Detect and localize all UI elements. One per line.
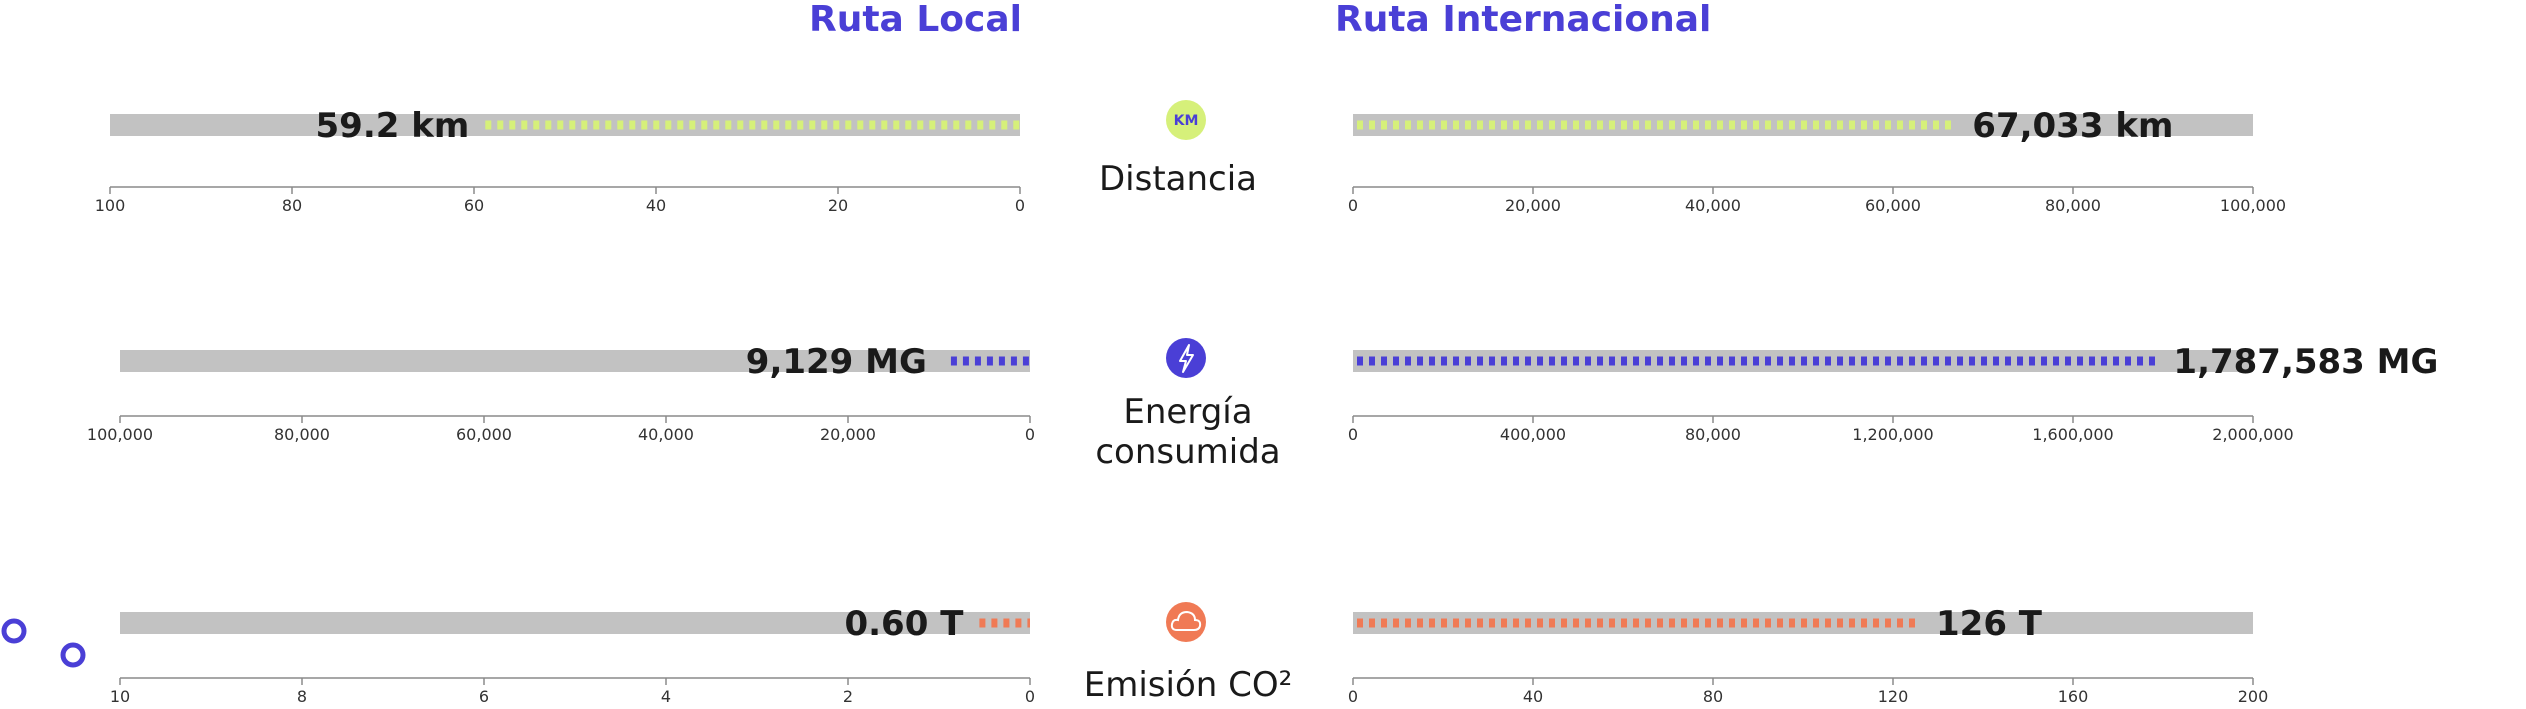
- metric-label-distance: Distancia: [1099, 159, 1257, 199]
- tick-label-co2-international: 120: [1878, 687, 1909, 706]
- panel-distance-local: 59.2 km 100 80 60 40 20 0: [95, 106, 1025, 215]
- tick-label-energy-local: 20,000: [820, 425, 876, 444]
- bar-track-energy-local: [120, 350, 1030, 372]
- tick-label-distance-international: 20,000: [1505, 196, 1561, 215]
- tick-label-distance-local: 40: [646, 196, 666, 215]
- tick-label-energy-international: 0: [1348, 425, 1358, 444]
- tick-label-energy-local: 0: [1025, 425, 1035, 444]
- tick-label-co2-international: 80: [1703, 687, 1723, 706]
- tick-label-distance-local: 20: [828, 196, 848, 215]
- decorative-circle-1: [1, 618, 27, 644]
- tick-label-energy-international: 80,000: [1685, 425, 1741, 444]
- tick-label-co2-international: 200: [2238, 687, 2269, 706]
- row-distance: KM Distancia: [1099, 100, 1257, 199]
- panel-co2-local: 0.60 T 10 8 6 4 2 0: [110, 604, 1035, 706]
- value-label-energy-local: 9,129 MG: [746, 342, 927, 382]
- bar-track-distance-local: [110, 114, 1020, 136]
- tick-label-distance-international: 60,000: [1865, 196, 1921, 215]
- row-co2: Emisión CO²: [1084, 602, 1293, 705]
- tick-label-energy-international: 400,000: [1500, 425, 1566, 444]
- tick-label-co2-local: 4: [661, 687, 671, 706]
- title-international-route: Ruta Internacional: [1335, 0, 1711, 40]
- row-energy: Energía consumida: [1095, 338, 1281, 472]
- title-local-route: Ruta Local: [809, 0, 1022, 40]
- km-icon: KM: [1166, 100, 1206, 140]
- tick-label-energy-international: 1,600,000: [2032, 425, 2113, 444]
- tick-label-co2-international: 40: [1523, 687, 1543, 706]
- bar-track-co2-local: [120, 612, 1030, 634]
- tick-label-co2-local: 6: [479, 687, 489, 706]
- value-label-co2-international: 126 T: [1936, 604, 2043, 644]
- tick-label-distance-local: 100: [95, 196, 126, 215]
- tick-label-energy-local: 60,000: [456, 425, 512, 444]
- tick-label-distance-local: 0: [1015, 196, 1025, 215]
- value-label-energy-international: 1,787,583 MG: [2173, 342, 2438, 382]
- value-label-distance-international: 67,033 km: [1972, 106, 2173, 146]
- tick-label-distance-international: 100,000: [2220, 196, 2286, 215]
- tick-label-co2-local: 2: [843, 687, 853, 706]
- value-label-distance-local: 59.2 km: [316, 106, 470, 146]
- tick-label-distance-local: 60: [464, 196, 484, 215]
- panel-distance-international: 67,033 km 0 20,000 40,000 60,000 80,000 100,00…: [1348, 106, 2286, 215]
- tick-label-distance-local: 80: [282, 196, 302, 215]
- value-label-co2-local: 0.60 T: [844, 604, 964, 644]
- tick-label-co2-local: 0: [1025, 687, 1035, 706]
- tick-label-distance-international: 0: [1348, 196, 1358, 215]
- lightning-icon: [1166, 338, 1206, 378]
- metric-label-energy-line-1: Energía: [1123, 392, 1252, 432]
- tick-label-energy-local: 80,000: [274, 425, 330, 444]
- cloud-icon: [1166, 602, 1206, 642]
- panel-energy-international: 1,787,583 MG 0 400,000 80,000 1,200,000 1,600…: [1348, 342, 2439, 444]
- metric-label-energy-line-2: consumida: [1095, 432, 1280, 472]
- decorative-circle-2: [60, 642, 86, 668]
- tick-label-energy-international: 2,000,000: [2212, 425, 2293, 444]
- tick-label-energy-local: 40,000: [638, 425, 694, 444]
- svg-text:KM: KM: [1174, 113, 1199, 129]
- panel-energy-local: 9,129 MG 100,000 80,000 60,000 40,000 20,000 0: [87, 342, 1035, 444]
- tick-label-energy-local: 100,000: [87, 425, 153, 444]
- metric-label-co2: Emisión CO²: [1084, 665, 1293, 705]
- tick-label-co2-international: 160: [2058, 687, 2089, 706]
- tick-label-co2-local: 10: [110, 687, 130, 706]
- tick-label-co2-local: 8: [297, 687, 307, 706]
- tick-label-distance-international: 40,000: [1685, 196, 1741, 215]
- tick-label-distance-international: 80,000: [2045, 196, 2101, 215]
- tick-label-energy-international: 1,200,000: [1852, 425, 1933, 444]
- tick-label-co2-international: 0: [1348, 687, 1358, 706]
- panel-co2-international: 126 T 0 40 80 120 160 200: [1348, 604, 2268, 706]
